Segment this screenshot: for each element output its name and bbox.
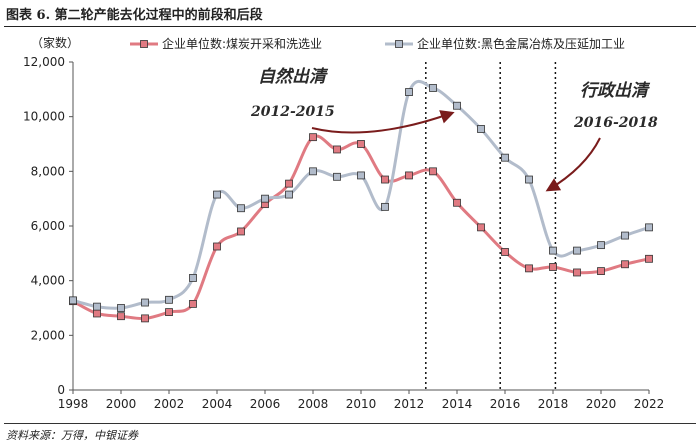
annotation-admin-clearing-range: 2016-2018	[573, 115, 658, 131]
series-2-point	[285, 190, 293, 199]
series-1-point	[429, 167, 437, 176]
series-2-point	[645, 223, 653, 232]
series-1-point	[357, 140, 365, 148]
series-1-point	[213, 242, 221, 251]
chart-legend: 企业单位数:煤炭开采和洗选业 企业单位数:黑色金属冶炼及压延加工业	[130, 36, 625, 51]
y-tick-label: 6,000	[31, 219, 65, 233]
x-tick-label: 2002	[154, 397, 185, 411]
y-tick-label: 0	[57, 383, 65, 397]
legend-swatch-marker	[140, 40, 148, 48]
y-tick-label: 12,000	[23, 55, 65, 69]
series-1-point	[93, 309, 101, 318]
x-tick-label: 2004	[202, 397, 233, 411]
series-1-point	[309, 133, 317, 142]
series-2-point	[429, 84, 437, 92]
legend-swatch-marker	[395, 40, 403, 48]
series-2-point	[357, 171, 365, 180]
title-divider	[4, 26, 696, 27]
series-layer	[69, 79, 653, 323]
y-tick-label: 10,000	[23, 110, 65, 124]
series-2-point	[405, 88, 413, 96]
x-tick-label: 2012	[394, 397, 425, 411]
series-1-point	[645, 254, 653, 263]
series-2-point	[261, 194, 269, 203]
series-line-1	[72, 134, 650, 321]
series-2-point	[501, 153, 509, 162]
series-2-point	[117, 304, 125, 312]
series-line-2	[72, 79, 650, 310]
series-1-point	[549, 263, 557, 271]
series-1-point	[165, 308, 173, 317]
chart-axes: 0 2,000 4,000 6,000 8,000 10,000 12,000 （家数） 199…	[23, 35, 664, 411]
series-1-point	[453, 198, 461, 207]
annotation-arrow-natural	[311, 110, 455, 134]
y-tick-label: 8,000	[31, 164, 65, 178]
series-1-point	[117, 312, 125, 321]
annotation-arrow-admin	[545, 137, 601, 192]
series-2-point	[309, 167, 317, 176]
period-divider-lines	[425, 62, 557, 390]
x-tick-label: 2008	[298, 397, 329, 411]
source-divider	[4, 423, 696, 424]
series-2-point	[381, 202, 389, 211]
legend-label: 企业单位数:煤炭开采和洗选业	[162, 36, 322, 51]
y-tick-label: 4,000	[31, 274, 65, 288]
x-tick-label: 2000	[106, 397, 137, 411]
series-2-point	[477, 125, 485, 133]
annotation-natural-clearing: 自然出清	[258, 67, 329, 87]
x-tick-label: 2010	[346, 397, 377, 411]
series-2-point	[69, 296, 77, 305]
annotation-admin-clearing: 行政出清	[580, 81, 651, 101]
series-2-point	[621, 231, 629, 240]
series-2-point	[573, 246, 581, 255]
series-1-point	[189, 299, 197, 308]
series-1-point	[285, 179, 293, 188]
figure-title: 图表 6. 第二轮产能去化过程中的前段和后段	[6, 8, 263, 23]
series-2-point	[549, 246, 557, 255]
series-2-point	[525, 175, 533, 184]
series-2-point	[165, 295, 173, 304]
series-2-point	[597, 241, 605, 250]
series-2-point	[453, 101, 461, 110]
x-tick-label: 2022	[634, 397, 665, 411]
series-1-point	[477, 223, 485, 232]
series-2-point	[333, 172, 341, 181]
figure-source: 资料来源：万得，中银证券	[6, 429, 138, 442]
series-2-point	[213, 190, 221, 199]
series-2-point	[237, 204, 245, 213]
x-tick-label: 1998	[58, 397, 89, 411]
series-2-point	[141, 298, 149, 307]
series-1-point	[573, 268, 581, 277]
series-1-point	[237, 227, 245, 236]
x-tick-label: 2014	[442, 397, 473, 411]
series-1-point	[141, 314, 149, 323]
annotation-natural-clearing-range: 2012-2015	[250, 104, 335, 120]
y-tick-label: 2,000	[31, 328, 65, 342]
legend-label: 企业单位数:黑色金属冶炼及压延加工业	[417, 36, 625, 51]
x-tick-label: 2020	[586, 397, 617, 411]
series-1-point	[381, 175, 389, 184]
series-1-point	[501, 248, 509, 256]
x-tick-label: 2016	[490, 397, 521, 411]
series-1-point	[525, 264, 533, 273]
y-axis-label: （家数）	[31, 35, 79, 50]
x-tick-label: 2006	[250, 397, 281, 411]
series-2-point	[93, 302, 101, 311]
series-1-point	[405, 171, 413, 180]
x-tick-label: 2018	[538, 397, 569, 411]
series-2-point	[189, 274, 197, 282]
series-1-point	[597, 267, 605, 276]
series-1-point	[621, 260, 629, 269]
series-1-point	[333, 145, 341, 154]
